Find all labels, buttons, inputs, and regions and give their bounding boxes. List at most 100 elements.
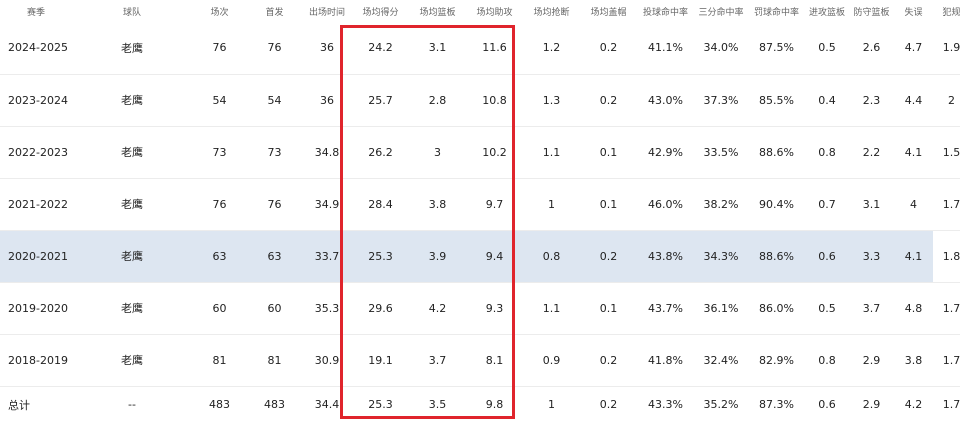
games-cell: 76 — [192, 22, 247, 75]
fg-pct-cell: 43.7% — [637, 282, 694, 335]
rebounds-cell: 3.8 — [409, 178, 466, 231]
header-team[interactable]: 球队 — [122, 7, 141, 18]
header-steals[interactable]: 场均抢断 — [533, 7, 570, 18]
ft-pct-cell: 87.3% — [759, 398, 794, 412]
header-blocks[interactable]: 场均盖帽 — [590, 7, 627, 18]
turnovers-cell: 4 — [894, 178, 933, 231]
starts-cell: 63 — [247, 230, 302, 283]
blocks-cell: 0.2 — [580, 22, 637, 75]
minutes-cell: 36 — [302, 22, 352, 75]
rebounds-cell: 3 — [409, 126, 466, 179]
assists-cell: 11.6 — [466, 22, 523, 75]
off-reb-cell: 0.4 — [805, 74, 849, 127]
assists-cell: 8.1 — [466, 334, 523, 387]
team-cell: 老鹰 — [72, 126, 192, 179]
blocks-cell: 0.2 — [580, 230, 637, 283]
off-reb-cell: 0.5 — [805, 282, 849, 335]
header-assists[interactable]: 场均助攻 — [476, 7, 513, 18]
rebounds-cell: 2.8 — [409, 74, 466, 127]
header-season[interactable]: 赛季 — [26, 7, 45, 18]
games-cell: 60 — [192, 282, 247, 335]
ft-pct-cell: 82.9% — [748, 334, 805, 387]
header-fouls[interactable]: 犯规 — [942, 7, 960, 18]
minutes-cell: 36 — [302, 74, 352, 127]
fouls-cell: 1.9 — [933, 22, 960, 75]
def-reb-cell: 3.1 — [849, 178, 894, 231]
steals-cell: 0.9 — [523, 334, 580, 387]
table-row: 2020-2021 老鹰 63 63 33.7 25.3 3.9 9.4 0.8 0.2 43.8%… — [0, 230, 960, 283]
points-cell: 25.7 — [352, 74, 409, 127]
assists-cell: 9.4 — [466, 230, 523, 283]
header-turnovers[interactable]: 失误 — [904, 7, 923, 18]
starts-cell: 73 — [247, 126, 302, 179]
turnovers-cell: 4.1 — [894, 230, 933, 283]
header-fg-pct[interactable]: 投球命中率 — [642, 7, 688, 18]
fouls-cell: 1.7 — [933, 282, 960, 335]
total-row: 总计 -- 483 483 34.4 25.3 3.5 9.8 1 0.2 43.3% 35.2% 87… — [0, 386, 960, 423]
team-cell: 老鹰 — [72, 230, 192, 283]
minutes-cell: 34.4 — [314, 398, 340, 412]
starts-cell: 76 — [247, 178, 302, 231]
three-pct-cell: 35.2% — [703, 398, 739, 412]
header-points[interactable]: 场均得分 — [362, 7, 399, 18]
assists-cell: 10.8 — [466, 74, 523, 127]
header-three-pct[interactable]: 三分命中率 — [698, 7, 744, 18]
header-off-reb[interactable]: 进攻篮板 — [808, 7, 845, 18]
table-body: 2024-2025 老鹰 76 76 36 24.2 3.1 11.6 1.2 0.2 41.1% 3… — [0, 22, 960, 423]
minutes-cell: 30.9 — [302, 334, 352, 387]
turnovers-cell: 4.2 — [904, 398, 923, 412]
fg-pct-cell: 42.9% — [637, 126, 694, 179]
def-reb-cell: 3.7 — [849, 282, 894, 335]
table-row: 2024-2025 老鹰 76 76 36 24.2 3.1 11.6 1.2 0.2 41.1% 3… — [0, 22, 960, 75]
fg-pct-cell: 43.8% — [637, 230, 694, 283]
starts-cell: 60 — [247, 282, 302, 335]
header-ft-pct[interactable]: 罚球命中率 — [753, 7, 799, 18]
header-rebounds[interactable]: 场均篮板 — [419, 7, 456, 18]
fouls-cell: 1.8 — [933, 230, 960, 283]
games-cell: 483 — [209, 398, 230, 412]
blocks-cell: 0.2 — [580, 334, 637, 387]
def-reb-cell: 2.9 — [849, 334, 894, 387]
team-cell: 老鹰 — [72, 334, 192, 387]
three-pct-cell: 38.2% — [694, 178, 748, 231]
assists-cell: 10.2 — [466, 126, 523, 179]
season-cell: 2019-2020 — [0, 282, 72, 335]
assists-cell: 9.8 — [485, 398, 504, 412]
points-cell: 25.3 — [368, 398, 393, 412]
blocks-cell: 0.2 — [580, 74, 637, 127]
three-pct-cell: 33.5% — [694, 126, 748, 179]
three-pct-cell: 34.3% — [694, 230, 748, 283]
games-cell: 76 — [192, 178, 247, 231]
off-reb-cell: 0.7 — [805, 178, 849, 231]
steals-cell: 0.8 — [523, 230, 580, 283]
minutes-cell: 33.7 — [302, 230, 352, 283]
fg-pct-cell: 46.0% — [637, 178, 694, 231]
assists-cell: 9.3 — [466, 282, 523, 335]
team-cell: 老鹰 — [72, 74, 192, 127]
off-reb-cell: 0.6 — [805, 230, 849, 283]
games-cell: 81 — [192, 334, 247, 387]
header-starts[interactable]: 首发 — [265, 7, 284, 18]
season-cell: 总计 — [8, 398, 30, 412]
blocks-cell: 0.2 — [599, 398, 618, 412]
turnovers-cell: 4.4 — [894, 74, 933, 127]
minutes-cell: 35.3 — [302, 282, 352, 335]
three-pct-cell: 36.1% — [694, 282, 748, 335]
points-cell: 19.1 — [352, 334, 409, 387]
header-minutes[interactable]: 出场时间 — [308, 7, 345, 18]
fg-pct-cell: 41.1% — [637, 22, 694, 75]
games-cell: 63 — [192, 230, 247, 283]
def-reb-cell: 2.9 — [862, 398, 881, 412]
season-cell: 2021-2022 — [0, 178, 72, 231]
blocks-cell: 0.1 — [580, 282, 637, 335]
turnovers-cell: 4.1 — [894, 126, 933, 179]
season-cell: 2020-2021 — [0, 230, 72, 283]
header-games[interactable]: 场次 — [210, 7, 229, 18]
steals-cell: 1 — [548, 398, 555, 412]
fouls-cell: 1.7 — [933, 334, 960, 387]
team-cell: -- — [128, 398, 136, 412]
season-cell: 2018-2019 — [0, 334, 72, 387]
header-def-reb[interactable]: 防守篮板 — [853, 7, 890, 18]
team-cell: 老鹰 — [72, 22, 192, 75]
